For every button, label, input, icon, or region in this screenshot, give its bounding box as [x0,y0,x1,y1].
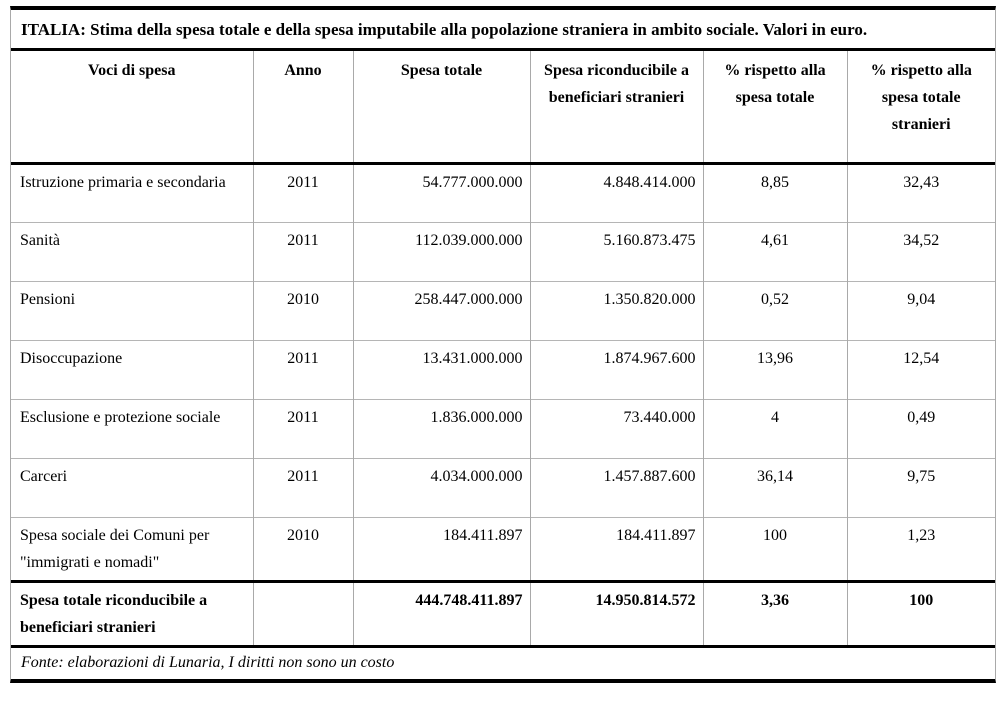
cell-pct-totale: 13,96 [702,339,847,399]
cell-voce: Esclusione e protezione sociale [11,398,253,458]
col-header-spesa-totale: Spesa totale [352,51,530,165]
cell-spesa-totale: 112.039.000.000 [352,221,530,281]
table-row: Disoccupazione 2011 13.431.000.000 1.874… [11,339,995,399]
report-table-document: ITALIA: Stima della spesa totale e della… [10,6,996,683]
cell-voce: Istruzione primaria e secondaria [11,162,253,222]
cell-anno: 2010 [252,516,353,581]
cell-total-spesa-totale: 444.748.411.897 [352,579,530,648]
cell-voce: Disoccupazione [11,339,253,399]
cell-spesa-stranieri: 4.848.414.000 [529,162,703,222]
table-title: ITALIA: Stima della spesa totale e della… [11,10,995,51]
cell-spesa-stranieri: 5.160.873.475 [529,221,703,281]
cell-voce: Sanità [11,221,253,281]
cell-anno: 2011 [252,162,353,222]
col-header-anno: Anno [252,51,353,165]
col-header-pct-spesa-totale: % rispetto alla spesa totale [702,51,847,165]
cell-pct-totale: 0,52 [702,280,847,340]
cell-pct-totale: 4 [702,398,847,458]
cell-spesa-stranieri: 1.457.887.600 [529,457,703,517]
cell-pct-stranieri: 34,52 [846,221,995,281]
cell-total-pct-stranieri: 100 [846,579,995,648]
cell-spesa-totale: 54.777.000.000 [352,162,530,222]
cell-pct-stranieri: 1,23 [846,516,995,581]
cell-anno: 2011 [252,221,353,281]
cell-anno: 2011 [252,398,353,458]
cell-spesa-stranieri: 73.440.000 [529,398,703,458]
cell-voce: Carceri [11,457,253,517]
cell-pct-stranieri: 32,43 [846,162,995,222]
cell-spesa-totale: 258.447.000.000 [352,280,530,340]
cell-total-spesa-stranieri: 14.950.814.572 [529,579,703,648]
cell-spesa-totale: 13.431.000.000 [352,339,530,399]
source-note: Fonte: elaborazioni di Lunaria, I diritt… [21,653,395,671]
col-header-spesa-stranieri: Spesa riconducibile a beneficiari strani… [529,51,703,165]
cell-total-anno [252,579,353,648]
table-row: Pensioni 2010 258.447.000.000 1.350.820.… [11,280,995,340]
cell-spesa-stranieri: 1.874.967.600 [529,339,703,399]
cell-spesa-totale: 184.411.897 [352,516,530,581]
cell-voce: Spesa sociale dei Comuni per "immigrati … [11,516,253,581]
spending-table: Voci di spesa Anno Spesa totale Spesa ri… [11,51,995,648]
cell-pct-totale: 100 [702,516,847,581]
cell-spesa-stranieri: 1.350.820.000 [529,280,703,340]
cell-pct-stranieri: 9,75 [846,457,995,517]
cell-anno: 2011 [252,457,353,517]
cell-anno: 2010 [252,280,353,340]
cell-spesa-totale: 4.034.000.000 [352,457,530,517]
cell-pct-totale: 36,14 [702,457,847,517]
col-header-pct-spesa-stranieri: % rispetto alla spesa totale stranieri [846,51,995,165]
cell-spesa-stranieri: 184.411.897 [529,516,703,581]
cell-total-label: Spesa totale riconducibile a beneficiari… [11,579,253,648]
cell-voce: Pensioni [11,280,253,340]
col-header-voci-di-spesa: Voci di spesa [11,51,253,165]
cell-pct-stranieri: 0,49 [846,398,995,458]
cell-pct-stranieri: 9,04 [846,280,995,340]
cell-total-pct-totale: 3,36 [702,579,847,648]
total-row: Spesa totale riconducibile a beneficiari… [11,579,995,648]
cell-pct-stranieri: 12,54 [846,339,995,399]
table-row: Esclusione e protezione sociale 2011 1.8… [11,398,995,458]
table-row: Carceri 2011 4.034.000.000 1.457.887.600… [11,457,995,517]
table-row: Istruzione primaria e secondaria 2011 54… [11,162,995,222]
cell-pct-totale: 8,85 [702,162,847,222]
cell-spesa-totale: 1.836.000.000 [352,398,530,458]
table-row: Spesa sociale dei Comuni per "immigrati … [11,516,995,581]
cell-pct-totale: 4,61 [702,221,847,281]
header-row: Voci di spesa Anno Spesa totale Spesa ri… [11,51,995,165]
table-row: Sanità 2011 112.039.000.000 5.160.873.47… [11,221,995,281]
cell-anno: 2011 [252,339,353,399]
